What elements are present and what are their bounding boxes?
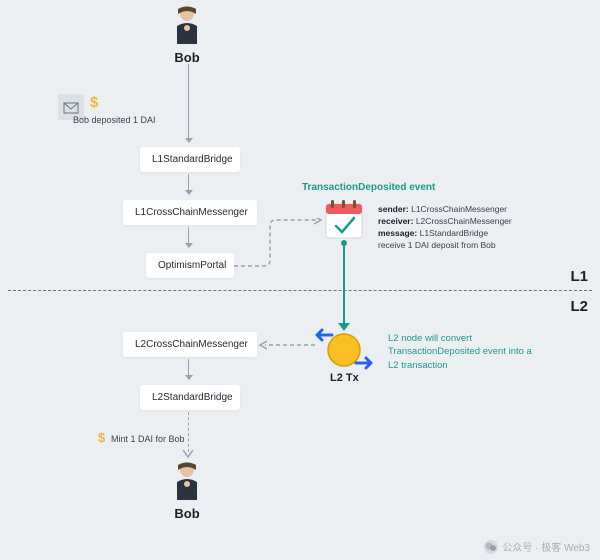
l1-label: L1 — [570, 268, 588, 285]
arrow-l2messenger-to-bridge — [188, 359, 189, 379]
event-message-val: L1StandardBridge — [420, 228, 489, 238]
wechat-icon — [484, 540, 498, 554]
arrow-l1bridge-to-messenger — [188, 174, 189, 194]
l2-label: L2 — [570, 298, 588, 315]
person-bob-top: Bob — [173, 6, 201, 65]
deposit-label: Bob deposited 1 DAI — [73, 115, 156, 125]
node-portal: OptimismPortal — [146, 253, 234, 278]
dashed-coin-to-l2messenger — [257, 340, 317, 350]
person-bob-bottom: Bob — [173, 462, 201, 521]
bob-top-label: Bob — [174, 50, 199, 65]
mint-label: Mint 1 DAI for Bob — [111, 434, 185, 444]
arrow-bob-to-l1bridge — [188, 64, 189, 142]
l2tx-label: L2 Tx — [330, 372, 359, 384]
person-icon — [173, 6, 201, 46]
layer-divider — [8, 290, 592, 291]
dollar-icon-top: $ — [90, 94, 98, 111]
teal-dot-top — [339, 240, 349, 246]
bob-bottom-label: Bob — [174, 506, 199, 521]
dashed-arrowhead-down — [183, 450, 193, 458]
dollar-icon-mint: $ — [98, 430, 105, 445]
arrow-l1messenger-to-portal — [188, 227, 189, 247]
teal-connector — [343, 243, 345, 326]
blue-arrow-right — [354, 356, 376, 370]
event-title: TransactionDeposited event — [302, 182, 435, 193]
envelope-icon — [63, 100, 79, 114]
footer-watermark: 公众号 · 极客 Web3 — [484, 539, 590, 554]
dashed-portal-to-event — [234, 218, 324, 268]
footer-text: 公众号 · 极客 Web3 — [502, 539, 590, 554]
event-details: sender: L1CrossChainMessenger receiver: … — [378, 204, 512, 252]
teal-arrowhead — [338, 323, 350, 331]
event-receiver-key: receiver: — [378, 216, 413, 226]
l2-convert-text: L2 node will convert TransactionDeposite… — [388, 332, 538, 372]
event-sender-key: sender: — [378, 204, 409, 214]
node-l1-bridge: L1StandardBridge — [140, 147, 240, 172]
node-l2-bridge: L2StandardBridge — [140, 385, 240, 410]
node-l2-messenger: L2CrossChainMessenger — [123, 332, 257, 357]
calendar-icon — [324, 198, 364, 240]
event-message-key: message: — [378, 228, 417, 238]
person-icon-bottom — [173, 462, 201, 502]
event-message-line2: receive 1 DAI deposit from Bob — [378, 240, 512, 252]
event-receiver-val: L2CrossChainMessenger — [416, 216, 512, 226]
event-sender-val: L1CrossChainMessenger — [411, 204, 507, 214]
dashed-to-bottom-bob — [188, 412, 189, 452]
